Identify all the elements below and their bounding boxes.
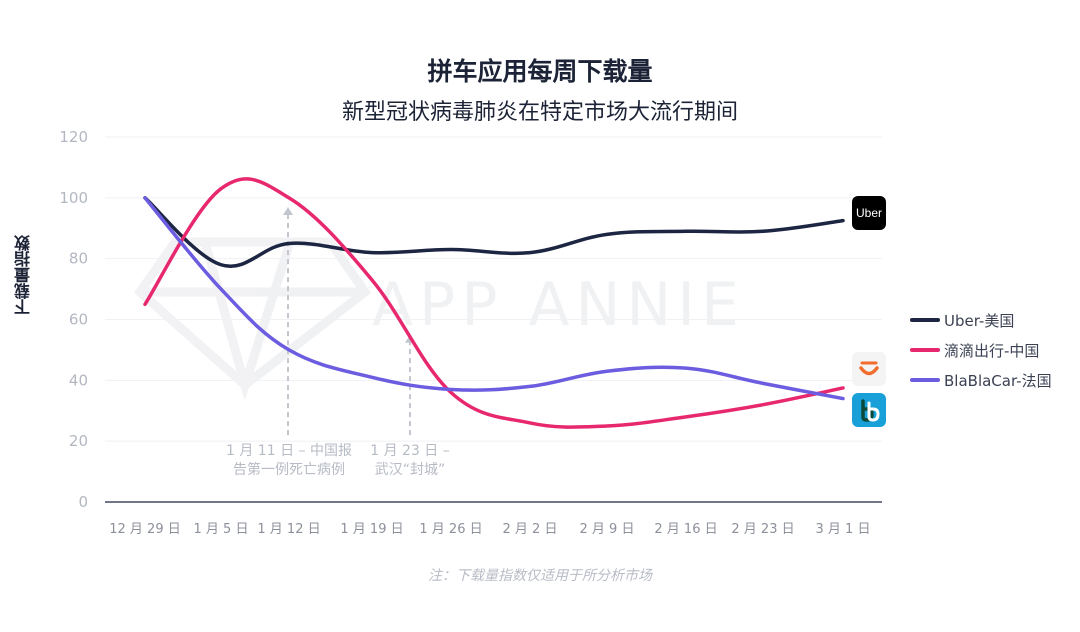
y-tick-label-100: 100 <box>59 189 88 207</box>
legend-item-didi: 滴滴出行-中国 <box>910 335 1052 365</box>
annotation-lockdown-line1: 1 月 23 日 – <box>370 443 450 459</box>
x-tick-label-8: 2 月 23 日 <box>731 522 794 537</box>
x-tick-label-1: 1 月 5 日 <box>194 522 249 537</box>
watermark-text: APP ANNIE <box>372 270 745 340</box>
annotation-arrow-head-0 <box>283 206 293 215</box>
annotation-death: 1 月 11 日 – 中国报 告第一例死亡病例 <box>222 442 356 480</box>
x-tick-label-2: 1 月 12 日 <box>257 522 320 537</box>
legend: Uber-美国 滴滴出行-中国 BlaBlaCar-法国 <box>910 305 1052 395</box>
watermark: APP ANNIE <box>134 237 745 401</box>
x-tick-label-5: 2 月 2 日 <box>503 522 558 537</box>
x-tick-label-9: 3 月 1 日 <box>816 522 871 537</box>
legend-label-uber: Uber-美国 <box>944 311 1015 330</box>
x-tick-label-4: 1 月 26 日 <box>419 522 482 537</box>
x-tick-label-3: 1 月 19 日 <box>340 522 403 537</box>
y-tick-label-20: 20 <box>69 432 88 450</box>
legend-item-blablacar: BlaBlaCar-法国 <box>910 365 1052 395</box>
watermark-diamond-icon <box>134 237 372 401</box>
legend-swatch-uber <box>910 318 940 322</box>
y-tick-label-80: 80 <box>69 250 88 268</box>
x-tick-label-0: 12 月 29 日 <box>109 522 180 537</box>
footnote: 注：下载量指数仅适用于所分析市场 <box>428 568 652 584</box>
y-tick-label-60: 60 <box>69 311 88 329</box>
chart-title: 拼车应用每周下载量 <box>427 57 653 86</box>
annotation-lockdown-line2: 武汉“封城” <box>374 462 446 478</box>
legend-label-didi: 滴滴出行-中国 <box>944 341 1040 360</box>
series-line-blablacar <box>143 196 845 401</box>
blablacar-logo-icon <box>852 393 886 427</box>
uber-logo-text: Uber <box>855 206 882 220</box>
legend-item-uber: Uber-美国 <box>910 305 1052 335</box>
uber-logo-icon: Uber <box>852 196 886 230</box>
legend-swatch-didi <box>910 348 940 352</box>
y-tick-label-0: 0 <box>78 493 88 511</box>
annotation-death-line2: 告第一例死亡病例 <box>233 462 345 478</box>
legend-swatch-blablacar <box>910 378 940 382</box>
x-tick-label-6: 2 月 9 日 <box>580 522 635 537</box>
annotation-death-line1: 1 月 11 日 – 中国报 <box>226 443 352 459</box>
y-tick-label-40: 40 <box>69 371 88 389</box>
series-line-uber <box>143 196 845 268</box>
x-tick-label-7: 2 月 16 日 <box>654 522 717 537</box>
chart-subtitle: 新型冠状病毒肺炎在特定市场大流行期间 <box>341 100 738 125</box>
didi-logo-icon <box>852 352 886 386</box>
y-tick-label-120: 120 <box>59 128 88 146</box>
legend-label-blablacar: BlaBlaCar-法国 <box>944 371 1052 390</box>
annotation-lockdown: 1 月 23 日 – 武汉“封城” <box>360 442 460 480</box>
series-line-didi <box>143 177 845 429</box>
